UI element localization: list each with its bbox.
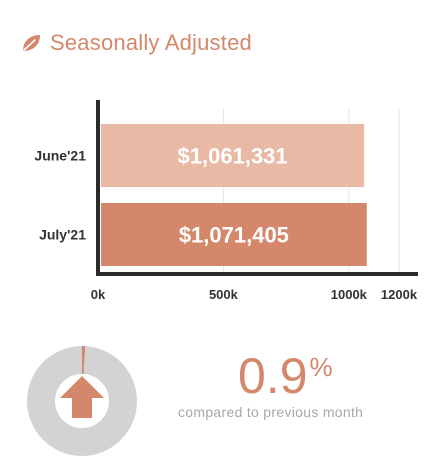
x-tick-label: 1200k xyxy=(381,287,418,302)
category-label: July'21 xyxy=(39,227,86,243)
change-value: 0.9 xyxy=(238,348,308,404)
x-tick-label: 0k xyxy=(91,287,106,302)
data-label: $1,061,331 xyxy=(178,144,288,169)
data-label: $1,071,405 xyxy=(179,223,289,248)
arrow-up-icon xyxy=(60,376,104,418)
x-tick-label: 500k xyxy=(209,287,239,302)
bar xyxy=(101,124,365,187)
percent-symbol: % xyxy=(309,352,333,382)
category-label: June'21 xyxy=(34,148,86,164)
section-title: Seasonally Adjusted xyxy=(50,30,252,55)
change-caption: compared to previous month xyxy=(178,404,364,420)
x-tick-label: 1000k xyxy=(331,287,368,302)
section-header: Seasonally Adjusted xyxy=(20,26,252,60)
change-gauge xyxy=(27,346,137,461)
leaf-icon xyxy=(20,32,42,54)
bar-chart: June'21 July'21 $1,061,331 $1,071,405 0k 500k… xyxy=(34,100,418,302)
bar xyxy=(101,203,367,266)
change-percent: 0.9 % xyxy=(238,348,333,404)
